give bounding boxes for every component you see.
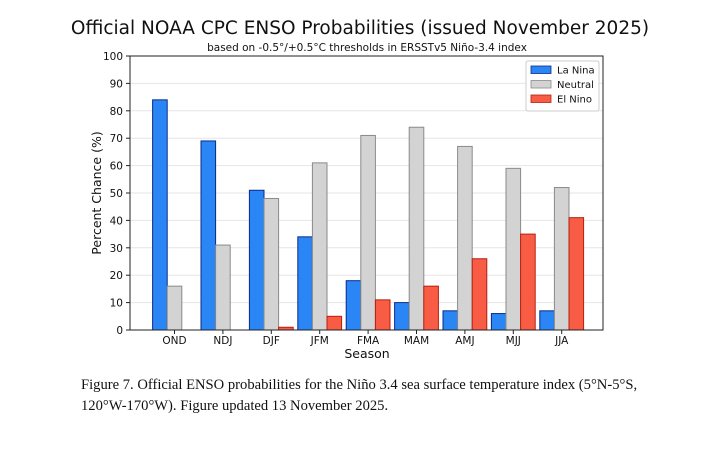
bar-el-nino-jja xyxy=(568,217,585,331)
x-tick-label: OND xyxy=(162,335,186,347)
bar-el-nino-mam xyxy=(423,285,439,331)
x-tick-label: MAM xyxy=(404,335,429,347)
y-tick-label: 60 xyxy=(110,161,123,173)
enso-bar-chart: Official NOAA CPC ENSO Probabilities (is… xyxy=(71,18,649,361)
bar-la-nina-mam xyxy=(394,302,410,331)
bar-la-nina-jja xyxy=(539,310,555,331)
legend-label: Neutral xyxy=(557,80,594,91)
bar-neutral-fma xyxy=(360,134,376,331)
caption-line-1: Figure 7. Official ENSO probabilities fo… xyxy=(81,377,638,393)
bar-neutral-jja xyxy=(553,187,570,331)
legend: La Nina Neutral El Nino xyxy=(525,60,600,112)
bar-neutral-ond xyxy=(166,285,183,331)
x-axis-label: Season xyxy=(344,346,389,361)
bars xyxy=(152,99,585,331)
y-tick-label: 10 xyxy=(110,298,123,310)
x-tick-label: JFM xyxy=(310,335,329,347)
bar-la-nina-amj xyxy=(442,310,459,331)
x-axis-ticks: OND NDJ DJF JFM FMA MAM AMJ MJJ JJA xyxy=(162,330,569,347)
bar-el-nino-jfm xyxy=(326,315,343,331)
x-tick-label: DJF xyxy=(263,335,280,347)
bar-la-nina-jfm xyxy=(297,236,313,331)
legend-swatch-neutral xyxy=(530,80,552,89)
y-tick-label: 70 xyxy=(110,133,123,145)
bar-neutral-djf xyxy=(263,197,280,331)
bar-neutral-ndj xyxy=(215,244,231,331)
figure-caption: Figure 7. Official ENSO probabilities fo… xyxy=(81,375,701,417)
caption-line-2: 120°W-170°W). Figure updated 13 November… xyxy=(81,398,389,414)
legend-swatch-la-nina xyxy=(530,65,552,74)
x-tick-label: JJA xyxy=(554,335,569,347)
bar-neutral-amj xyxy=(457,145,473,331)
y-tick-label: 0 xyxy=(116,325,123,337)
x-tick-label: AMJ xyxy=(455,335,474,347)
bar-neutral-mam xyxy=(408,126,425,331)
y-tick-label: 90 xyxy=(110,78,123,90)
bar-la-nina-fma xyxy=(345,280,362,331)
bar-la-nina-ond xyxy=(152,99,168,331)
x-tick-label: FMA xyxy=(357,335,380,347)
bar-la-nina-mjj xyxy=(490,313,507,331)
chart-subtitle: based on -0.5°/+0.5°C thresholds in ERSS… xyxy=(207,42,527,54)
x-tick-label: NDJ xyxy=(213,335,232,347)
bar-la-nina-djf xyxy=(248,189,265,331)
bar-el-nino-fma xyxy=(374,299,391,331)
y-axis-label: Percent Chance (%) xyxy=(89,131,104,254)
bar-neutral-mjj xyxy=(505,167,522,331)
y-tick-label: 100 xyxy=(103,51,123,63)
y-axis-ticks: 0 10 20 30 40 50 60 70 80 90 100 xyxy=(103,51,130,337)
legend-label: La Nina xyxy=(557,66,595,77)
y-tick-label: 80 xyxy=(110,106,123,118)
y-tick-label: 40 xyxy=(110,215,123,227)
chart-title: Official NOAA CPC ENSO Probabilities (is… xyxy=(71,18,649,39)
bar-el-nino-amj xyxy=(471,258,488,331)
legend-swatch-el-nino xyxy=(530,94,552,103)
x-tick-label: MJJ xyxy=(506,335,521,347)
bar-neutral-jfm xyxy=(311,162,328,331)
y-tick-label: 50 xyxy=(110,188,123,200)
y-tick-label: 30 xyxy=(110,243,123,255)
y-tick-label: 20 xyxy=(110,270,123,282)
legend-label: El Nino xyxy=(557,95,592,106)
bar-el-nino-mjj xyxy=(520,233,536,331)
bar-la-nina-ndj xyxy=(200,140,217,331)
